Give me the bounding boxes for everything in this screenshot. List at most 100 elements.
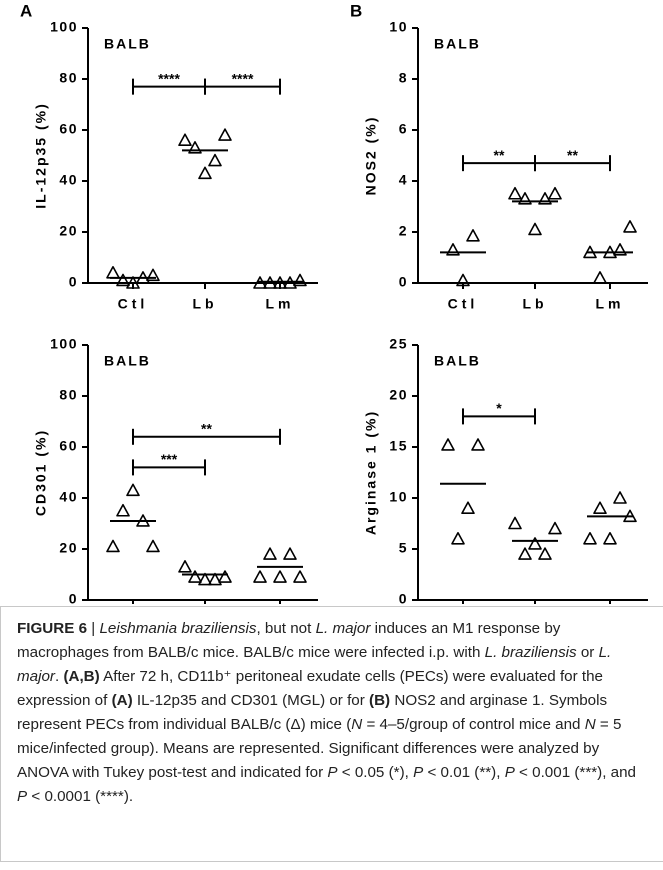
y-axis-label: NOS2 (%) <box>363 116 379 196</box>
caption-text: < 0.0001 (****). <box>27 788 134 805</box>
y-tick-label: 60 <box>59 438 78 454</box>
significance-bracket: ** <box>534 147 611 172</box>
significance-bracket: **** <box>132 70 206 95</box>
caption-text: N <box>351 716 363 733</box>
data-point <box>106 266 120 279</box>
data-point <box>253 570 267 583</box>
significance-bracket: * <box>462 400 536 425</box>
y-tick-label: 2 <box>399 223 408 239</box>
data-point <box>451 532 465 545</box>
data-point <box>603 532 617 545</box>
data-point <box>471 438 485 451</box>
y-tick-label: 15 <box>389 438 408 454</box>
panel-label: B <box>350 1 362 20</box>
caption-text: (A) <box>111 692 133 709</box>
data-point <box>548 521 562 535</box>
data-point <box>198 572 212 586</box>
annotation: BALB <box>104 353 151 369</box>
caption-text: L. major <box>315 620 371 637</box>
significance-label: ** <box>494 147 505 163</box>
x-tick-label: Lm <box>266 296 295 312</box>
data-point <box>528 537 542 550</box>
data-point <box>456 273 470 287</box>
y-tick-label: 10 <box>389 19 408 35</box>
data-point <box>623 220 637 233</box>
data-point <box>293 570 307 583</box>
data-point <box>273 570 287 583</box>
caption-text: P <box>413 764 424 781</box>
data-point <box>126 276 140 289</box>
significance-label: **** <box>232 70 254 86</box>
data-point <box>583 532 597 545</box>
caption-text: = 4–5/group of control mice and <box>362 716 585 733</box>
caption-text: L. major <box>17 644 612 685</box>
caption-text: (A,B) <box>63 668 100 685</box>
data-point <box>518 192 532 205</box>
data-point <box>218 128 232 141</box>
data-point <box>613 491 627 504</box>
y-tick-label: 100 <box>50 336 78 352</box>
data-point <box>548 186 562 200</box>
data-point <box>441 438 455 451</box>
data-point <box>593 501 607 514</box>
data-point <box>178 560 192 573</box>
significance-label: * <box>496 400 502 416</box>
x-tick-label: Lb <box>192 296 217 312</box>
data-point <box>178 133 192 146</box>
y-tick-label: 40 <box>59 489 78 505</box>
y-tick-label: 0 <box>69 274 78 290</box>
caption-text: | <box>87 620 100 637</box>
x-tick-label: Ctl <box>448 296 479 312</box>
data-point <box>613 243 627 256</box>
data-point <box>126 483 140 497</box>
data-point <box>198 166 212 180</box>
caption-text: induces an M1 response by macrophages fr… <box>17 620 561 661</box>
y-tick-label: 10 <box>389 489 408 505</box>
y-tick-label: 80 <box>59 387 78 403</box>
caption-text: < 0.01 (**), <box>423 764 505 781</box>
data-point <box>146 539 160 553</box>
caption-text: N <box>584 716 596 733</box>
significance-label: *** <box>161 451 178 467</box>
caption-text: After 72 h, CD11b⁺ peritoneal exudate ce… <box>17 668 604 709</box>
data-point <box>116 503 130 517</box>
data-point <box>293 273 307 287</box>
panel-label: A <box>20 1 32 20</box>
caption-text: Leishmania braziliensis <box>99 620 257 637</box>
significance-bracket: **** <box>204 70 281 95</box>
y-axis-label: Arginase 1 (%) <box>363 410 379 535</box>
data-point <box>528 222 542 236</box>
annotation: BALB <box>104 36 151 52</box>
y-tick-label: 25 <box>389 336 408 352</box>
y-tick-label: 0 <box>69 591 78 604</box>
significance-bracket: *** <box>132 451 206 476</box>
significance-label: **** <box>158 70 180 86</box>
data-point <box>508 186 522 200</box>
annotation: BALB <box>434 36 481 52</box>
y-tick-label: 6 <box>399 121 408 137</box>
data-point <box>593 271 607 284</box>
y-tick-label: 0 <box>399 274 408 290</box>
y-tick-label: 8 <box>399 70 408 86</box>
caption-text: FIGURE 6 <box>17 620 88 637</box>
y-tick-label: 20 <box>59 540 78 556</box>
significance-bracket: ** <box>132 421 281 445</box>
y-tick-label: 40 <box>59 172 78 188</box>
caption-text: (B) <box>369 692 391 709</box>
data-point <box>538 547 552 560</box>
caption-text: IL-12p35 and CD301 (MGL) or for <box>132 692 370 709</box>
data-point <box>263 547 277 560</box>
significance-label: ** <box>201 421 212 437</box>
y-tick-label: 5 <box>399 540 408 556</box>
y-tick-label: 0 <box>399 591 408 604</box>
caption-text: < 0.05 (*), <box>337 764 414 781</box>
data-point <box>508 516 522 530</box>
x-tick-label: Lb <box>522 296 547 312</box>
y-tick-label: 60 <box>59 121 78 137</box>
caption-text: P <box>327 764 338 781</box>
caption-text: , but not <box>256 620 316 637</box>
data-point <box>208 572 222 586</box>
y-axis-label: IL-12p35 (%) <box>33 102 49 208</box>
data-point <box>188 570 202 583</box>
